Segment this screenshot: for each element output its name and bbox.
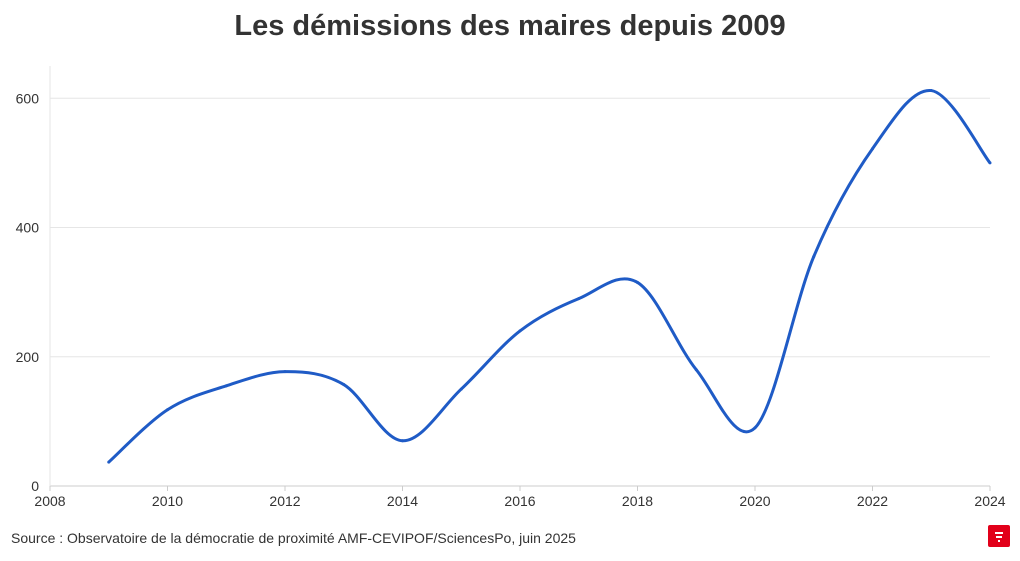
y-tick-label: 0 xyxy=(31,478,39,494)
data-point-2021[interactable] xyxy=(812,255,816,259)
data-point-2011[interactable] xyxy=(224,384,228,388)
data-point-2018[interactable] xyxy=(636,280,639,284)
y-axis-ticks: 0 200 400 600 xyxy=(16,90,40,494)
series-points xyxy=(107,89,992,464)
x-tick-label: 2020 xyxy=(739,493,770,509)
x-tick-label: 2012 xyxy=(269,493,300,509)
x-tick-label: 2018 xyxy=(622,493,653,509)
data-point-2013[interactable] xyxy=(342,383,346,387)
logo-icon xyxy=(988,525,1010,547)
data-point-2020[interactable] xyxy=(753,426,757,430)
data-point-2009[interactable] xyxy=(107,460,111,464)
data-point-2016[interactable] xyxy=(518,329,522,333)
data-point-2024[interactable] xyxy=(988,161,992,165)
y-tick-label: 400 xyxy=(16,220,40,236)
data-point-2014[interactable] xyxy=(401,439,404,443)
x-tick-label: 2014 xyxy=(387,493,418,509)
x-tick-label: 2022 xyxy=(857,493,888,509)
x-tick-label: 2008 xyxy=(34,493,65,509)
source-note: Source : Observatoire de la démocratie d… xyxy=(11,530,576,546)
x-tick-label: 2010 xyxy=(152,493,183,509)
y-tick-label: 200 xyxy=(16,349,40,365)
data-point-2015[interactable] xyxy=(459,387,463,391)
x-axis-ticks: 2008 2010 2012 2014 2016 2018 2020 2022 2024 xyxy=(34,486,1006,509)
data-point-2022[interactable] xyxy=(871,147,874,151)
data-point-2010[interactable] xyxy=(166,408,169,412)
series-line xyxy=(107,89,992,464)
data-point-2023[interactable] xyxy=(929,89,933,93)
data-point-2019[interactable] xyxy=(694,368,698,372)
data-point-2017[interactable] xyxy=(577,297,581,301)
x-tick-label: 2016 xyxy=(504,493,535,509)
data-point-2012[interactable] xyxy=(283,370,287,374)
grid-lines xyxy=(50,97,990,358)
y-tick-label: 600 xyxy=(16,90,40,106)
chart-title: Les démissions des maires depuis 2009 xyxy=(234,10,786,42)
x-tick-label: 2024 xyxy=(974,493,1005,509)
